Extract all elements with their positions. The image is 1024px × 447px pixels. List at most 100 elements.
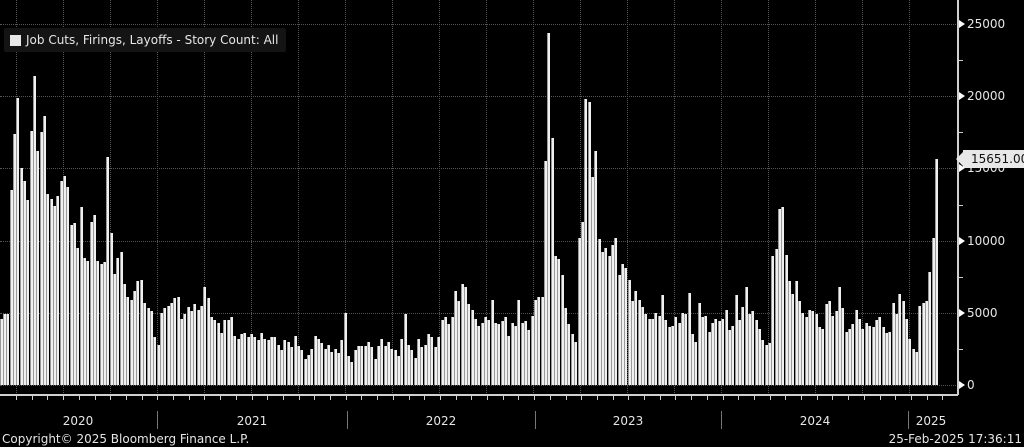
data-bar (694, 341, 698, 385)
data-bar (888, 331, 892, 385)
x-tick (157, 396, 159, 400)
x-tick (392, 396, 394, 400)
data-bar (610, 244, 614, 385)
gridline-vertical (721, 0, 722, 395)
data-bar (918, 305, 922, 385)
data-bar (777, 208, 781, 385)
x-tick (596, 396, 598, 400)
data-bar (433, 347, 437, 385)
data-bar (604, 247, 608, 385)
data-bar (630, 301, 634, 385)
data-bar (667, 327, 671, 385)
data-bar (19, 168, 23, 385)
data-bar (607, 256, 611, 385)
data-bar (774, 249, 778, 385)
data-bar (353, 350, 357, 385)
data-bar (463, 286, 467, 385)
x-tick (832, 396, 834, 400)
x-tick (816, 396, 818, 400)
data-bar (681, 312, 685, 385)
data-bar (527, 330, 531, 385)
x-year-label: 2025 (915, 414, 947, 428)
data-bar (377, 346, 381, 385)
data-bar (266, 340, 270, 385)
data-bar (250, 334, 254, 385)
data-bar (737, 320, 741, 385)
data-bar (236, 338, 240, 385)
data-bar (9, 190, 13, 385)
x-tick (534, 396, 536, 400)
data-bar (179, 318, 183, 385)
data-bar (671, 325, 675, 385)
y-tick-marker-icon (959, 236, 965, 245)
data-bar (674, 317, 678, 385)
year-divider (908, 411, 909, 429)
data-bar (26, 200, 30, 385)
data-bar (46, 194, 50, 385)
data-bar (500, 321, 504, 385)
x-tick (769, 396, 771, 400)
data-bar (781, 207, 785, 385)
data-bar (493, 322, 497, 385)
data-bar (93, 214, 97, 385)
data-bar (597, 239, 601, 385)
data-bar (473, 318, 477, 385)
x-tick (581, 396, 583, 400)
data-bar (564, 308, 568, 385)
data-bar (163, 308, 167, 385)
gridline-vertical (392, 0, 393, 395)
data-bar (169, 302, 173, 385)
data-bar (370, 347, 374, 385)
gridline-vertical (298, 0, 299, 395)
data-bar (724, 309, 728, 385)
x-tick (314, 396, 316, 400)
data-bar (868, 325, 872, 385)
data-bar (764, 344, 768, 385)
x-tick (753, 396, 755, 400)
data-bar (647, 318, 651, 385)
data-bar (858, 318, 862, 385)
x-tick (565, 396, 567, 400)
data-bar (924, 301, 928, 385)
data-bar (717, 321, 721, 385)
data-bar (664, 320, 668, 385)
data-bar (22, 181, 26, 385)
data-bar (367, 341, 371, 385)
x-year-label: 2022 (425, 414, 457, 428)
data-bar (821, 328, 825, 385)
data-bar (727, 330, 731, 385)
data-bar (52, 205, 56, 385)
data-bar (460, 283, 464, 385)
data-bar (42, 116, 46, 385)
gridline-vertical (768, 0, 769, 395)
data-bar (510, 322, 514, 385)
data-bar (403, 314, 407, 385)
data-bar (380, 338, 384, 385)
x-tick (298, 396, 300, 400)
data-bar (734, 295, 738, 385)
data-bar (323, 348, 327, 385)
y-tick-marker-icon (959, 20, 965, 28)
gridline-vertical (815, 0, 816, 395)
data-bar (490, 299, 494, 385)
data-bar (844, 331, 848, 385)
y-minor-tick (959, 276, 963, 278)
gridline-horizontal (0, 168, 956, 170)
data-bar (66, 187, 70, 385)
data-bar (113, 273, 117, 385)
x-tick (47, 396, 49, 400)
data-bar (343, 312, 347, 385)
data-bar (253, 337, 257, 385)
data-bar (273, 337, 277, 385)
data-bar (246, 337, 250, 385)
gridline-horizontal (0, 96, 956, 98)
data-bar (567, 324, 571, 385)
data-bar (590, 177, 594, 385)
data-bar (243, 333, 247, 385)
x-tick (910, 396, 912, 400)
data-bar (89, 221, 93, 385)
data-bar (798, 301, 802, 385)
gridline-horizontal (0, 240, 956, 242)
data-bar (741, 307, 745, 385)
x-tick (439, 396, 441, 400)
